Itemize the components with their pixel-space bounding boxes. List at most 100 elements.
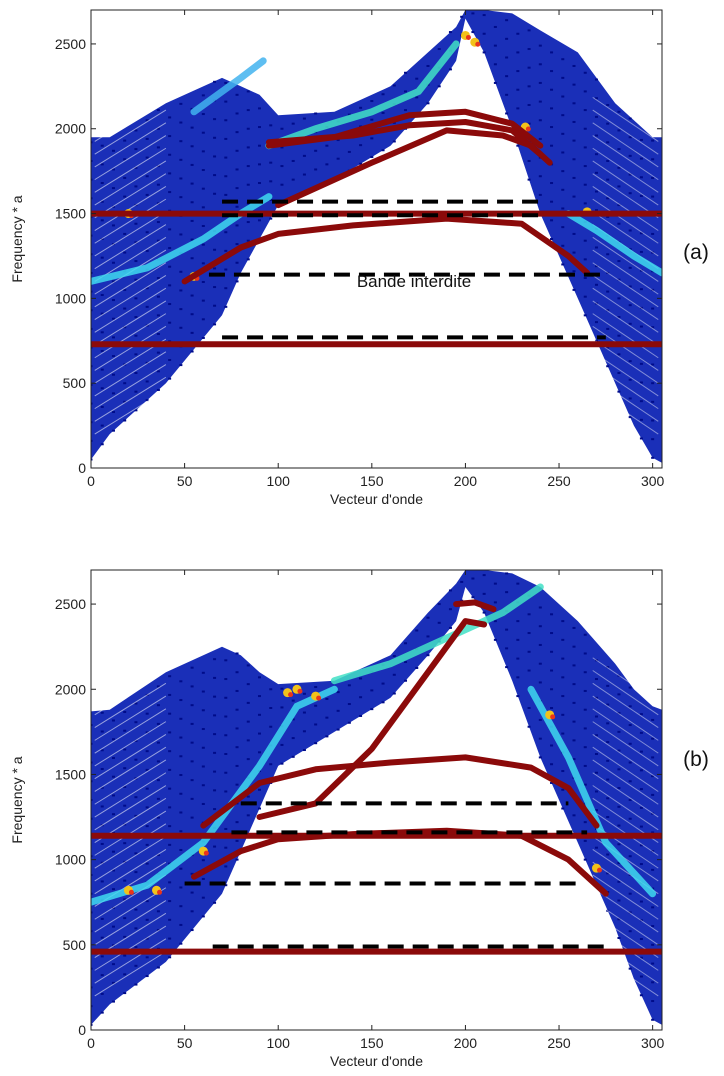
chart-b-band-mark [168, 919, 171, 921]
chart-b-band-mark [550, 744, 553, 746]
chart-b-band-mark [359, 677, 362, 679]
chart-a-band-mark [202, 132, 205, 134]
chart-a-band-mark [191, 201, 194, 203]
chart-b-band-mark [280, 688, 283, 690]
chart-b-band-mark [561, 620, 564, 622]
chart-b-band-mark [382, 701, 385, 703]
chart-b-band-mark [505, 647, 508, 649]
chart-a-band-mark [112, 411, 115, 413]
chart-a-band-mark [471, 31, 474, 33]
chart-b-band-mark [202, 672, 205, 674]
chart-b-band-mark [134, 946, 137, 948]
chart-a-band-mark [157, 333, 160, 335]
chart-a-band-mark [528, 85, 531, 87]
chart-b-band-mark [573, 646, 576, 648]
chart-b-band-mark [168, 844, 171, 846]
chart-a-band-mark [191, 332, 194, 334]
chart-a-band-mark [617, 335, 620, 337]
chart-b-band-mark [112, 813, 115, 815]
chart-b-band-mark [179, 811, 182, 813]
chart-b-band-mark [168, 900, 171, 902]
chart-a-band-mark [213, 155, 216, 157]
chart-b-band-mark [617, 768, 620, 770]
chart-a-band-mark [101, 294, 104, 296]
chart-b-band-mark [191, 798, 194, 800]
chart-b-band-mark [123, 805, 126, 807]
chart-a-band-mark [280, 184, 283, 186]
chart-a-band-mark [191, 164, 194, 166]
chart-a-band-mark [359, 107, 362, 109]
chart-a-band-mark [617, 129, 620, 131]
chart-b-band-mark [595, 716, 598, 718]
chart-b-band-mark [303, 730, 306, 732]
chart-a-band-mark [112, 374, 115, 376]
chart-b-band-mark [247, 814, 250, 816]
chart-a-band-mark [112, 392, 115, 394]
chart-a-band-mark [292, 160, 295, 162]
chart-b-band-mark [236, 690, 239, 692]
chart-a-band-mark [370, 100, 373, 102]
chart-a-band-mark [157, 389, 160, 391]
chart-b-band-mark [123, 842, 126, 844]
chart-a-band-mark [168, 116, 171, 118]
chart-b-band-mark [236, 709, 239, 711]
chart-b-band-mark [236, 859, 239, 861]
chart-a-band-mark [202, 94, 205, 96]
chart-b-band-mark [640, 732, 643, 734]
chart-a-band-mark [629, 323, 632, 325]
chart-a-y-axis-label: Frequency * a [9, 195, 25, 282]
chart-a-band-mark [123, 252, 126, 254]
chart-a-band-mark [561, 151, 564, 153]
chart-a-band-mark [595, 321, 598, 323]
chart-b-band-mark [134, 909, 137, 911]
chart-a-band-mark [101, 406, 104, 408]
chart-b-band-mark [123, 992, 126, 994]
chart-b-band-mark [213, 789, 216, 791]
chart-a-band-mark [337, 158, 340, 160]
chart-b-band-mark [146, 863, 149, 865]
chart-a-band-mark [101, 443, 104, 445]
chart-a-band-mark [438, 85, 441, 87]
chart-b-band-mark [550, 670, 553, 672]
chart-a-band-mark [280, 165, 283, 167]
chart-b-band-mark [595, 753, 598, 755]
chart-b-band-mark [651, 756, 654, 758]
chart-a-band-mark [191, 220, 194, 222]
chart-b-panel-label: (b) [683, 748, 709, 771]
chart-a-band-mark [550, 107, 553, 109]
chart-a-band-mark [415, 96, 418, 98]
chart-a-x-tick-label: 300 [641, 473, 665, 489]
chart-a-band-mark [247, 146, 250, 148]
chart-b-band-mark [595, 790, 598, 792]
chart-b-band-mark [337, 710, 340, 712]
chart-a-band-mark [539, 45, 542, 47]
chart-b-band-mark [561, 770, 564, 772]
chart-b-hot-spot-core [550, 714, 555, 719]
chart-b-band-mark [325, 735, 328, 737]
chart-b-band-mark [606, 722, 609, 724]
chart-b-band-mark [157, 742, 160, 744]
chart-b-band-mark [112, 1001, 115, 1003]
chart-b-band-mark [236, 784, 239, 786]
chart-a-band-mark [606, 123, 609, 125]
chart-b-band-mark [629, 705, 632, 707]
chart-a-band-mark [539, 101, 542, 103]
chart-b-band-mark [202, 691, 205, 693]
chart-b-band-mark [112, 719, 115, 721]
chart-b-band-mark [123, 917, 126, 919]
chart-a-band-mark [617, 223, 620, 225]
chart-b-band-mark [112, 926, 115, 928]
chart-a-band-mark [168, 284, 171, 286]
chart-a-band-mark [292, 179, 295, 181]
chart-a-band-mark [629, 397, 632, 399]
chart-b-band-mark [494, 639, 497, 641]
chart-b-band-mark [550, 707, 553, 709]
chart-a-band-mark [573, 140, 576, 142]
chart-b-band-mark [112, 963, 115, 965]
chart-b-band-mark [101, 731, 104, 733]
chart-b-x-tick-label: 50 [177, 1035, 193, 1051]
chart-a-band-mark [134, 391, 137, 393]
chart-a-band-mark [606, 141, 609, 143]
